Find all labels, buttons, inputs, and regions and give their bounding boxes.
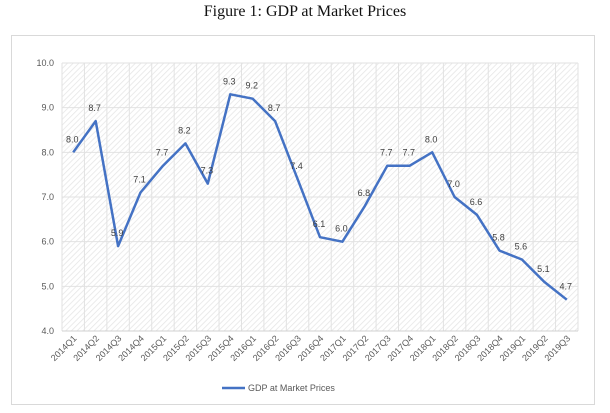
data-label: 8.2	[178, 125, 191, 135]
data-labels: 8.0 8.7 5.9 7.1 7.7 8.2 7.3 9.3 9.2 8.7 7.4 6.1 6.0 6…	[66, 76, 572, 291]
data-label: 7.3	[201, 166, 214, 176]
data-label: 6.6	[470, 197, 483, 207]
y-axis: 4.0 5.0 6.0 7.0 8.0 9.0 10.0	[36, 58, 54, 336]
y-tick-label: 7.0	[41, 192, 54, 202]
data-label: 7.0	[447, 179, 460, 189]
data-label: 8.7	[88, 103, 101, 113]
data-label: 7.7	[156, 148, 169, 158]
y-tick-label: 4.0	[41, 326, 54, 336]
data-label: 7.1	[133, 175, 146, 185]
data-label: 6.0	[335, 224, 348, 234]
legend-label: GDP at Market Prices	[248, 383, 335, 393]
x-axis: 2014Q12014Q22014Q32014Q42015Q12015Q22015…	[49, 333, 572, 363]
data-label: 8.0	[425, 134, 438, 144]
data-label: 7.7	[402, 148, 415, 158]
gridlines	[61, 62, 579, 332]
data-label: 6.8	[358, 188, 371, 198]
data-label: 5.1	[537, 264, 550, 274]
y-tick-label: 9.0	[41, 103, 54, 113]
data-label: 6.1	[313, 219, 326, 229]
y-tick-label: 10.0	[36, 58, 54, 68]
y-tick-label: 8.0	[41, 147, 54, 157]
data-label: 7.4	[290, 161, 303, 171]
data-label: 9.2	[245, 81, 258, 91]
data-label: 8.7	[268, 103, 281, 113]
data-label: 5.9	[111, 228, 124, 238]
data-label: 8.0	[66, 134, 79, 144]
legend: GDP at Market Prices	[222, 383, 335, 393]
data-label: 9.3	[223, 76, 236, 86]
data-label: 5.6	[515, 242, 528, 252]
figure-caption: Figure 1: GDP at Market Prices	[203, 3, 407, 20]
y-tick-label: 5.0	[41, 281, 54, 291]
data-label: 7.7	[380, 148, 393, 158]
data-label: 4.7	[560, 282, 573, 292]
y-tick-label: 6.0	[41, 237, 54, 247]
series-line-gdp	[72, 93, 568, 301]
data-label: 5.8	[492, 233, 505, 243]
